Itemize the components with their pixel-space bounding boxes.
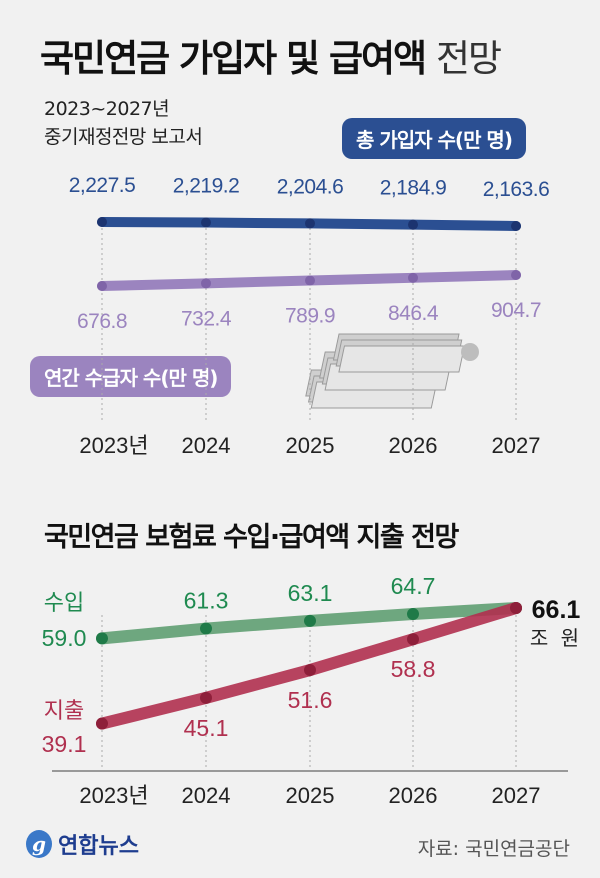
data-point bbox=[408, 272, 418, 283]
data-label: 61.3 bbox=[184, 588, 229, 614]
data-point bbox=[201, 217, 211, 228]
data-label: 846.4 bbox=[388, 302, 439, 325]
x-tick-label: 2023년 bbox=[79, 783, 148, 808]
data-point bbox=[407, 607, 419, 620]
legend-recipients: 연간 수급자 수(만 명) bbox=[30, 356, 232, 397]
data-point bbox=[200, 622, 212, 635]
x-tick-label: 2027 bbox=[492, 783, 541, 808]
data-point bbox=[96, 717, 108, 730]
x-tick-label: 2024 bbox=[182, 433, 231, 458]
page-title: 국민연금 가입자 및 급여액 전망 bbox=[40, 28, 502, 82]
data-point bbox=[305, 218, 315, 229]
svg-text:g: g bbox=[32, 832, 46, 856]
data-label: 789.9 bbox=[285, 305, 335, 328]
x-tick-label: 2023년 bbox=[79, 433, 148, 458]
x-tick-label: 2027 bbox=[492, 433, 541, 458]
data-point bbox=[305, 275, 315, 286]
data-label: 904.7 bbox=[491, 299, 541, 322]
data-label: 45.1 bbox=[184, 715, 229, 741]
data-point bbox=[511, 221, 521, 231]
unit-label: 조 원 bbox=[530, 626, 582, 650]
data-point bbox=[97, 281, 107, 291]
data-label: 64.7 bbox=[391, 573, 436, 599]
x-tick-label: 2026 bbox=[389, 783, 438, 808]
data-label: 63.1 bbox=[288, 580, 333, 606]
data-label: 676.8 bbox=[77, 310, 127, 333]
data-point bbox=[407, 633, 419, 646]
yonhap-logo-icon: g bbox=[26, 830, 52, 858]
money-bill bbox=[338, 345, 466, 373]
final-value-label: 66.1 bbox=[532, 596, 581, 624]
series-name-label: 수입 bbox=[44, 591, 84, 616]
x-tick-label: 2026 bbox=[389, 433, 438, 458]
x-tick-label: 2025 bbox=[286, 783, 335, 808]
data-point bbox=[304, 664, 316, 677]
data-point bbox=[97, 217, 107, 227]
data-label: 2,227.5 bbox=[69, 174, 136, 197]
title-bold: 국민연금 가입자 및 급여액 bbox=[40, 37, 427, 80]
data-point bbox=[510, 602, 522, 614]
data-label: 2,163.6 bbox=[483, 178, 550, 201]
data-label: 2,184.9 bbox=[380, 177, 447, 200]
data-point bbox=[304, 614, 316, 627]
chart2-title: 국민연금 보험료 수입·급여액 지출 전망 bbox=[44, 522, 459, 553]
data-label: 59.0 bbox=[42, 625, 87, 651]
source-note: 자료: 국민연금공단 bbox=[417, 838, 570, 860]
logo-text: 연합뉴스 bbox=[58, 834, 139, 859]
money-stack-icon bbox=[305, 333, 479, 409]
data-label: 51.6 bbox=[288, 687, 333, 713]
legend-subscribers: 총 가입자 수(만 명) bbox=[342, 118, 526, 159]
data-point bbox=[96, 632, 108, 645]
data-point bbox=[408, 219, 418, 230]
data-label: 732.4 bbox=[181, 307, 232, 330]
data-label: 39.1 bbox=[42, 731, 87, 757]
money-portrait bbox=[461, 343, 479, 361]
data-point bbox=[200, 691, 212, 704]
data-point bbox=[511, 270, 521, 280]
data-label: 2,204.6 bbox=[277, 175, 344, 198]
data-label: 58.8 bbox=[391, 656, 436, 682]
subtitle-report: 중기재정전망 보고서 bbox=[44, 126, 203, 148]
subtitle-years: 2023~2027년 bbox=[44, 98, 170, 120]
data-label: 2,219.2 bbox=[173, 175, 240, 198]
x-tick-label: 2024 bbox=[182, 783, 231, 808]
series-name-label: 지출 bbox=[44, 699, 84, 724]
x-tick-label: 2025 bbox=[286, 433, 335, 458]
title-light: 전망 bbox=[435, 37, 502, 80]
yonhap-logo: g 연합뉴스 bbox=[24, 828, 139, 860]
data-point bbox=[201, 278, 211, 289]
